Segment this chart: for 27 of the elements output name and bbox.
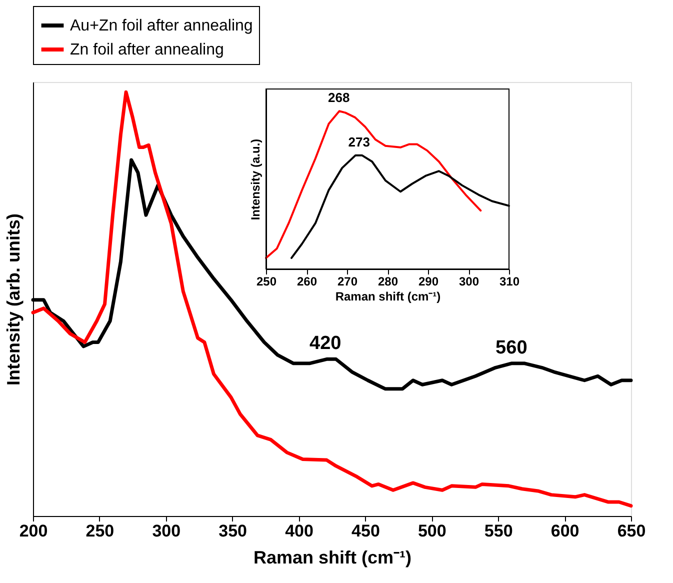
annotation: 560 bbox=[496, 337, 528, 358]
x-tick-label: 260 bbox=[296, 274, 318, 288]
x-tick-label: 400 bbox=[285, 522, 314, 540]
legend-label: Zn foil after annealing bbox=[70, 42, 224, 58]
x-tick-label: 650 bbox=[617, 522, 646, 540]
x-tick-label: 290 bbox=[418, 274, 439, 288]
x-tick-label: 200 bbox=[19, 522, 48, 540]
x-tick-label: 250 bbox=[256, 274, 277, 288]
legend-label: Au+Zn foil after annealing bbox=[70, 18, 253, 34]
annotation: 273 bbox=[348, 134, 370, 150]
x-tick-label: 300 bbox=[458, 274, 480, 288]
x-axis-title: Raman shift (cm⁻¹) bbox=[335, 290, 441, 304]
x-tick-label: 300 bbox=[152, 522, 181, 540]
annotation: 420 bbox=[310, 333, 342, 354]
annotation: 268 bbox=[328, 90, 350, 106]
x-tick-label: 450 bbox=[352, 522, 380, 540]
x-tick-label: 270 bbox=[337, 274, 358, 288]
x-tick-label: 550 bbox=[484, 522, 513, 540]
y-axis-title: Intensity (a.u.) bbox=[248, 138, 262, 220]
x-tick-label: 500 bbox=[418, 522, 446, 540]
x-axis-title: Raman shift (cm⁻¹) bbox=[253, 548, 412, 568]
x-tick-label: 600 bbox=[550, 522, 580, 540]
y-axis-title: Intensity (arb. units) bbox=[4, 213, 24, 386]
x-tick-label: 350 bbox=[218, 522, 248, 540]
x-tick-label: 250 bbox=[86, 522, 114, 540]
x-tick-label: 310 bbox=[499, 274, 520, 288]
x-tick-label: 280 bbox=[378, 274, 398, 288]
